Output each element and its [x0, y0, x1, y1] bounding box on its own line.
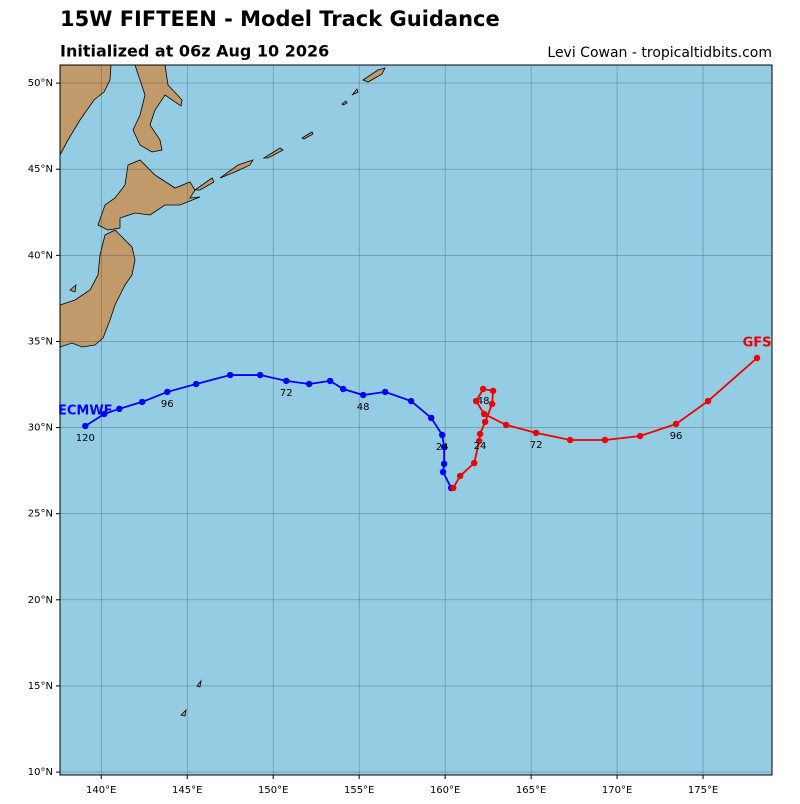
track-point [428, 414, 435, 422]
track-point [440, 443, 448, 451]
y-tick-label: 50°N [28, 78, 53, 89]
land [60, 65, 386, 717]
y-tick-label: 20°N [28, 595, 53, 606]
x-tick-label: 165°E [516, 785, 546, 796]
hour-label: 48 [357, 402, 370, 413]
track-point [256, 371, 264, 379]
track-point [601, 436, 609, 444]
track-point [227, 371, 234, 379]
track-point [283, 377, 290, 385]
hour-label: 72 [280, 388, 293, 399]
track-point [704, 397, 712, 405]
track-point [82, 422, 89, 430]
track-point [476, 430, 484, 438]
ocean [60, 65, 772, 775]
x-tick-label: 145°E [172, 785, 202, 796]
track-point [439, 468, 447, 476]
track-point [471, 459, 478, 467]
model-label: ECMWF [58, 404, 113, 419]
y-tick-label: 15°N [28, 681, 53, 692]
track-point [439, 431, 446, 439]
track-point [489, 387, 497, 395]
x-tick-label: 150°E [258, 785, 288, 796]
model-label: GFS [743, 335, 772, 350]
hour-label: 24 [436, 442, 449, 453]
track-point [456, 472, 464, 480]
track-point [100, 410, 108, 418]
y-tick-label: 10°N [28, 767, 53, 778]
track-point [475, 437, 483, 445]
track-point [407, 397, 415, 405]
x-tick-label: 155°E [344, 785, 374, 796]
x-tick-label: 170°E [602, 785, 632, 796]
track-point [532, 429, 540, 437]
track-point [359, 391, 367, 399]
track-point [502, 421, 510, 429]
track-point [636, 432, 644, 440]
track-point [305, 380, 313, 388]
track-point [326, 377, 334, 385]
chart-title: 15W FIFTEEN - Model Track Guidance [60, 7, 500, 31]
track-point [480, 410, 488, 418]
chart-subtitle: Initialized at 06z Aug 10 2026 [60, 42, 329, 61]
hour-label: 72 [530, 440, 543, 451]
track-point [164, 388, 171, 396]
x-tick-label: 175°E [688, 785, 718, 796]
track-point [192, 380, 200, 388]
y-tick-label: 25°N [28, 509, 53, 520]
hour-label: 24 [474, 441, 487, 452]
y-tick-label: 40°N [28, 250, 53, 261]
track-point [339, 385, 347, 393]
track-point [381, 388, 389, 396]
y-tick-label: 45°N [28, 164, 53, 175]
hour-label: 96 [161, 399, 174, 410]
y-tick-label: 35°N [28, 336, 53, 347]
y-tick-label: 30°N [28, 423, 53, 434]
track-point [672, 420, 680, 428]
track-point [479, 385, 487, 393]
track-point [488, 400, 496, 408]
track-point [566, 436, 574, 444]
x-tick-label: 140°E [86, 785, 116, 796]
track-point [116, 405, 123, 413]
credit: Levi Cowan - tropicaltidbits.com [547, 45, 772, 61]
track-point [138, 398, 146, 406]
track-point [482, 418, 489, 426]
hour-label: 48 [477, 396, 490, 407]
x-tick-label: 160°E [430, 785, 460, 796]
plot-frame [59, 64, 773, 776]
hour-label: 96 [670, 431, 683, 442]
hour-label: 120 [76, 433, 95, 444]
track-point [472, 397, 480, 405]
track-point [450, 484, 457, 492]
track-point [440, 460, 448, 468]
track-point [753, 354, 761, 362]
